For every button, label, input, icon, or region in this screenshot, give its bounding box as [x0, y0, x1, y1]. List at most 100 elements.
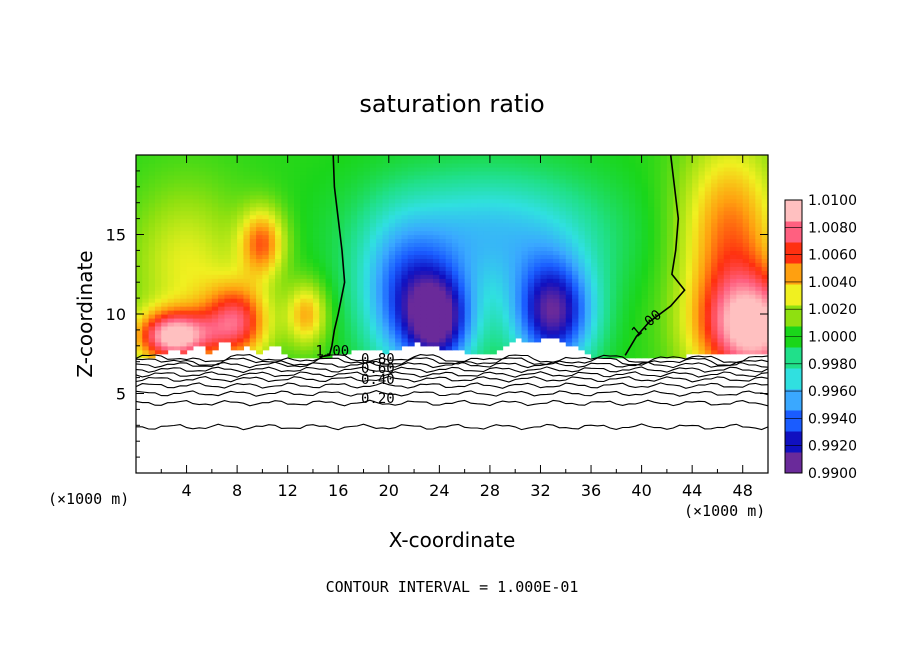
- heatmap-cell: [294, 210, 301, 216]
- heatmap-cell: [578, 202, 586, 208]
- heatmap-cell: [622, 329, 630, 335]
- heatmap-cell: [281, 314, 289, 319]
- heatmap-cell: [205, 298, 213, 303]
- heatmap-cell: [660, 222, 668, 228]
- heatmap-cell: [268, 218, 276, 224]
- heatmap-cell: [540, 238, 548, 244]
- heatmap-cell: [730, 274, 737, 279]
- heatmap-cell: [388, 274, 396, 279]
- heatmap-cell: [660, 250, 668, 255]
- heatmap-cell: [666, 158, 674, 164]
- heatmap-cell: [205, 234, 213, 240]
- heatmap-cell: [742, 262, 750, 267]
- heatmap-cell: [717, 155, 725, 160]
- heatmap-cell: [350, 206, 358, 212]
- heatmap-cell: [376, 174, 384, 180]
- heatmap-cell: [508, 294, 516, 299]
- heatmap-cell: [666, 345, 674, 351]
- heatmap-cell: [420, 266, 428, 271]
- heatmap-cell: [142, 170, 150, 176]
- heatmap-cell: [218, 306, 226, 311]
- heatmap-cell: [565, 170, 573, 176]
- heatmap-cell: [256, 333, 263, 339]
- heatmap-cell: [136, 270, 143, 275]
- heatmap-cell: [635, 321, 643, 327]
- heatmap-cell: [344, 274, 352, 279]
- heatmap-cell: [237, 290, 245, 295]
- heatmap-cell: [521, 206, 529, 212]
- heatmap-cell: [534, 194, 542, 200]
- heatmap-cell: [559, 202, 567, 208]
- heatmap-cell: [521, 270, 529, 275]
- heatmap-cell: [414, 182, 421, 188]
- heatmap-cell: [211, 337, 219, 343]
- heatmap-cell: [477, 174, 485, 180]
- heatmap-cell: [534, 206, 542, 212]
- heatmap-cell: [300, 337, 308, 343]
- heatmap-cell: [584, 258, 592, 263]
- heatmap-cell: [382, 166, 390, 172]
- heatmap-cell: [458, 174, 466, 180]
- heatmap-cell: [161, 333, 169, 339]
- heatmap-cell: [761, 182, 769, 188]
- heatmap-cell: [610, 206, 617, 212]
- heatmap-cell: [237, 170, 245, 176]
- heatmap-cell: [742, 158, 750, 164]
- heatmap-cell: [477, 194, 485, 200]
- heatmap-cell: [281, 345, 289, 351]
- heatmap-cell: [508, 214, 516, 220]
- heatmap-cell: [395, 230, 403, 236]
- heatmap-cell: [477, 242, 485, 248]
- heatmap-cell: [660, 341, 668, 347]
- heatmap-cell: [635, 202, 643, 208]
- heatmap-cell: [325, 214, 333, 220]
- heatmap-cell: [369, 158, 377, 164]
- heatmap-cell: [218, 294, 226, 299]
- heatmap-cell: [704, 278, 712, 283]
- heatmap-cell: [666, 246, 674, 251]
- heatmap-cell: [540, 158, 548, 164]
- heatmap-cell: [376, 250, 384, 255]
- heatmap-cell: [515, 186, 523, 192]
- heatmap-cell: [319, 250, 327, 255]
- heatmap-cell: [331, 278, 339, 283]
- heatmap-cell: [717, 190, 725, 196]
- heatmap-cell: [597, 325, 605, 331]
- heatmap-cell: [458, 226, 466, 232]
- heatmap-cell: [578, 306, 586, 311]
- heatmap-cell: [161, 186, 169, 192]
- heatmap-cell: [287, 230, 295, 236]
- heatmap-cell: [275, 321, 282, 327]
- heatmap-cell: [357, 182, 365, 188]
- heatmap-cell: [628, 314, 636, 319]
- heatmap-cell: [439, 206, 447, 212]
- heatmap-cell: [755, 341, 763, 347]
- heatmap-cell: [344, 306, 352, 311]
- heatmap-cell: [414, 238, 421, 244]
- heatmap-cell: [363, 206, 371, 212]
- heatmap-cell: [426, 222, 434, 228]
- heatmap-cell: [325, 242, 333, 248]
- heatmap-cell: [584, 302, 592, 307]
- heatmap-cell: [376, 306, 384, 311]
- heatmap-cell: [433, 270, 440, 275]
- heatmap-cell: [180, 162, 188, 168]
- heatmap-cell: [306, 314, 314, 319]
- heatmap-cell: [673, 246, 681, 251]
- heatmap-cell: [180, 238, 188, 244]
- heatmap-cell: [685, 262, 693, 267]
- heatmap-cell: [755, 194, 763, 200]
- heatmap-cell: [407, 333, 415, 339]
- heatmap-cell: [363, 286, 371, 291]
- heatmap-cell: [736, 270, 744, 275]
- heatmap-cell: [464, 202, 472, 208]
- heatmap-cell: [679, 317, 687, 323]
- heatmap-cell: [414, 333, 421, 339]
- heatmap-cell: [711, 230, 719, 236]
- heatmap-cell: [521, 210, 529, 216]
- heatmap-cell: [477, 155, 485, 160]
- heatmap-cell: [331, 214, 339, 220]
- heatmap-cell: [205, 206, 213, 212]
- heatmap-cell: [704, 186, 712, 192]
- heatmap-cell: [180, 174, 188, 180]
